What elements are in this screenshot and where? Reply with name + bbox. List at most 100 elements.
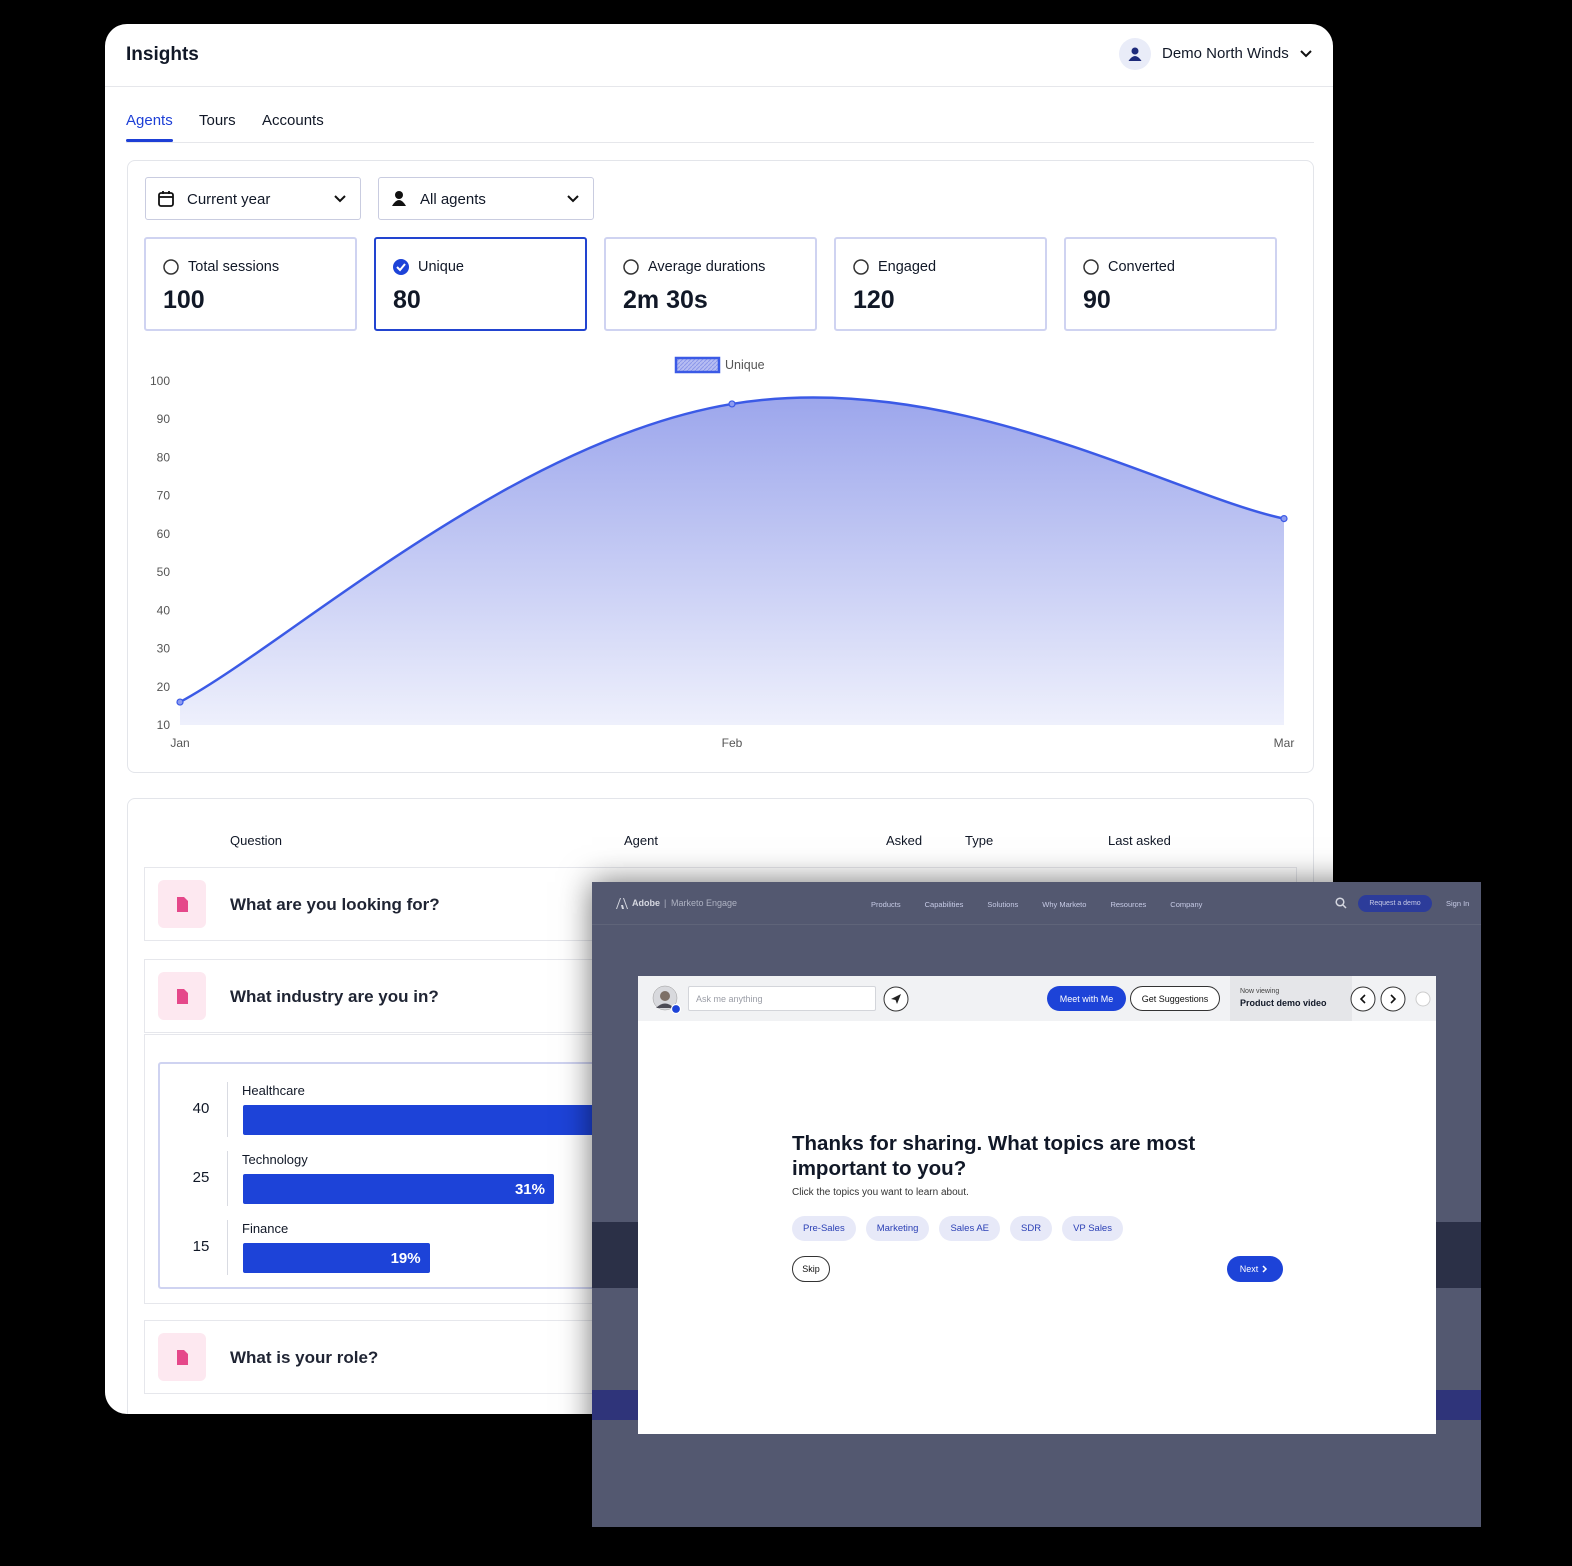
column-header: Agent	[624, 833, 658, 848]
separator	[227, 1082, 228, 1137]
question-text: What industry are you in?	[230, 987, 439, 1006]
user-name[interactable]: Demo North Winds	[1162, 45, 1289, 62]
request-demo-button[interactable]: Request a demo	[1358, 895, 1432, 912]
y-tick-label: 100	[150, 374, 170, 388]
column-header: Last asked	[1108, 833, 1171, 848]
site-nav-link[interactable]: Solutions	[987, 900, 1019, 909]
skip-button[interactable]: Skip	[792, 1256, 830, 1282]
agent-filter-label: All agents	[420, 191, 486, 208]
site-nav-links: Products Capabilities Solutions Why Marketo…	[871, 900, 1202, 909]
bar: 31%	[243, 1174, 554, 1204]
breakdown-count: 15	[192, 1238, 210, 1255]
brand-separator: |	[664, 898, 667, 908]
assistant-toolbar: Ask me anything Meet with Me Get Suggest…	[638, 976, 1436, 1021]
next-arrow	[1262, 1265, 1268, 1273]
line-chart: 10 20 30 40 50 60 70 80 90 100 Jan Feb Mar Unique	[150, 356, 1295, 750]
date-filter[interactable]: Current year	[145, 177, 361, 220]
check-mark	[396, 263, 406, 272]
metric-label: Average durations	[648, 259, 766, 275]
column-header: Question	[230, 833, 283, 848]
column-header: Type	[965, 833, 994, 848]
send-button[interactable]	[883, 986, 909, 1012]
checkbox-checked	[393, 259, 409, 275]
site-brand: Adobe	[632, 898, 660, 908]
document-icon	[177, 1350, 188, 1365]
document-icon	[177, 989, 188, 1004]
separator	[227, 1151, 228, 1206]
breakdown-label: Healthcare	[242, 1083, 305, 1098]
user-avatar[interactable]	[1119, 38, 1151, 70]
calendar-icon	[158, 191, 174, 207]
site-nav-link[interactable]: Capabilities	[924, 900, 964, 909]
person-icon	[392, 191, 406, 206]
breakdown-label: Finance	[242, 1221, 289, 1236]
document-shape	[177, 1350, 188, 1365]
question-subtitle: Click the topics you want to learn about…	[792, 1187, 969, 1198]
x-tick-label: Jan	[170, 736, 189, 750]
meet-button[interactable]: Meet with Me	[1047, 986, 1126, 1011]
radio	[1083, 259, 1099, 275]
suggestions-button[interactable]: Get Suggestions	[1130, 986, 1220, 1011]
site-nav-link[interactable]: Company	[1170, 900, 1203, 909]
metric-value: 80	[393, 286, 421, 314]
y-tick-label: 90	[157, 412, 171, 426]
search-icon[interactable]	[1335, 897, 1347, 909]
metric-card[interactable]: Converted 90	[1064, 237, 1277, 331]
sign-in-link[interactable]: Sign In	[1446, 899, 1470, 908]
metric-card[interactable]: Average durations 2m 30s	[604, 237, 817, 331]
chevron	[567, 195, 579, 203]
user-menu-chevron[interactable]	[1299, 48, 1313, 60]
topic-chip[interactable]: VP Sales	[1062, 1216, 1123, 1241]
date-filter-label: Current year	[187, 191, 271, 208]
metric-label: Unique	[418, 259, 464, 275]
ask-input-placeholder: Ask me anything	[696, 994, 763, 1004]
radio-ring	[1083, 259, 1099, 275]
metric-card[interactable]: Unique 80	[374, 237, 587, 331]
metric-label: Converted	[1108, 259, 1175, 275]
metric-value: 100	[163, 286, 205, 314]
y-tick-label: 40	[157, 603, 171, 617]
ask-input[interactable]: Ask me anything	[688, 986, 876, 1011]
question-icon	[158, 972, 206, 1020]
x-tick-label: Feb	[722, 736, 743, 750]
question-icon	[158, 1333, 206, 1381]
radio	[163, 259, 179, 275]
collapse-button[interactable]	[1415, 991, 1431, 1007]
bar: 19%	[243, 1243, 430, 1273]
site-nav-link[interactable]: Why Marketo	[1042, 900, 1087, 909]
site-nav-link[interactable]: Resources	[1110, 900, 1147, 909]
point	[728, 400, 736, 408]
next-page-button[interactable]	[1380, 986, 1406, 1012]
now-viewing-title: Product demo video	[1240, 998, 1327, 1008]
y-tick-label: 60	[157, 527, 171, 541]
question-text: What is your role?	[230, 1348, 379, 1367]
next-button[interactable]: Next	[1227, 1256, 1283, 1282]
tab[interactable]: Tours	[199, 112, 236, 129]
y-tick-label: 70	[157, 489, 171, 503]
radio-ring	[623, 259, 639, 275]
agent-filter[interactable]: All agents	[378, 177, 594, 220]
document-shape	[177, 989, 188, 1004]
topic-chip[interactable]: SDR	[1010, 1216, 1053, 1241]
metric-card[interactable]: Total sessions 100	[144, 237, 357, 331]
point	[1280, 515, 1288, 523]
next-label: Next	[1239, 1264, 1259, 1274]
now-viewing-panel: Now viewing Product demo video	[1230, 976, 1352, 1021]
y-tick-label: 20	[157, 680, 171, 694]
metric-label: Total sessions	[188, 259, 280, 275]
now-viewing-label: Now viewing	[1240, 988, 1280, 995]
tab[interactable]: Agents	[126, 112, 173, 129]
page-title: Insights	[126, 44, 199, 65]
adobe-logo	[616, 898, 628, 909]
document-icon	[177, 897, 188, 912]
x-tick-label: Mar	[1274, 736, 1295, 750]
prev-button[interactable]	[1350, 986, 1376, 1012]
radio	[853, 259, 869, 275]
topic-chip[interactable]: Marketing	[865, 1216, 930, 1241]
topic-chip[interactable]: Sales AE	[939, 1216, 1000, 1241]
metric-card[interactable]: Engaged 120	[834, 237, 1047, 331]
breakdown-count: 25	[192, 1169, 210, 1186]
site-nav-link[interactable]: Products	[871, 900, 901, 909]
topic-chip[interactable]: Pre-Sales	[792, 1216, 856, 1241]
tab[interactable]: Accounts	[262, 112, 324, 129]
